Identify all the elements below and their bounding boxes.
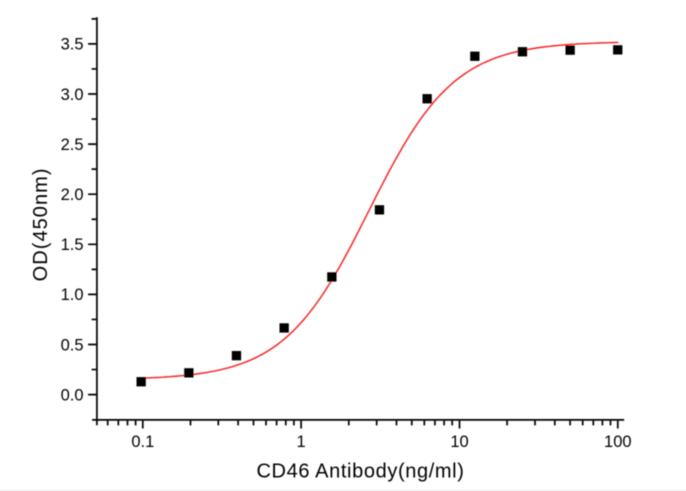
- svg-text:10: 10: [450, 433, 468, 451]
- svg-text:2.0: 2.0: [61, 186, 84, 204]
- svg-text:3.5: 3.5: [61, 36, 84, 54]
- svg-text:100: 100: [604, 433, 632, 451]
- svg-text:OD(450nm): OD(450nm): [30, 167, 52, 281]
- svg-text:1.5: 1.5: [61, 236, 84, 254]
- svg-text:0.5: 0.5: [61, 336, 84, 354]
- svg-text:0.1: 0.1: [131, 433, 154, 451]
- svg-text:0.0: 0.0: [61, 386, 84, 404]
- svg-text:2.5: 2.5: [61, 136, 84, 154]
- svg-text:3.0: 3.0: [61, 86, 84, 104]
- svg-text:1.0: 1.0: [61, 286, 84, 304]
- svg-text:CD46 Antibody(ng/ml): CD46 Antibody(ng/ml): [256, 460, 464, 482]
- svg-text:1: 1: [297, 433, 306, 451]
